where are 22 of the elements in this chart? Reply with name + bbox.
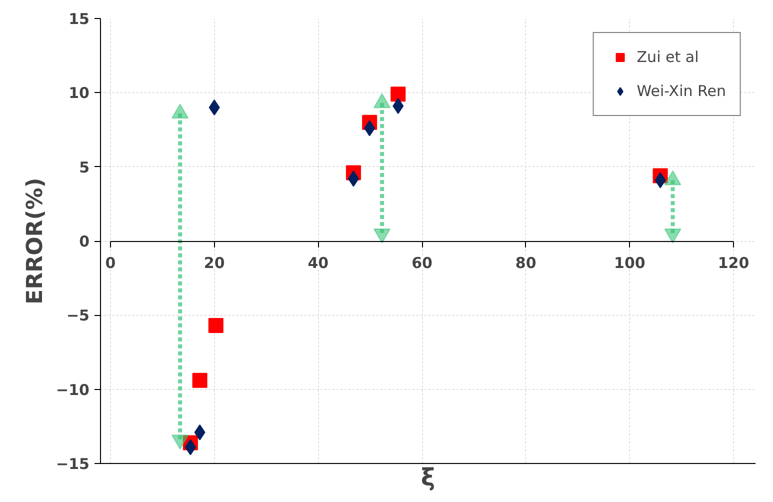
x-tick-label: 60 [412, 254, 432, 272]
x-tick-label: 120 [718, 254, 750, 272]
y-tick-label: 5 [79, 158, 90, 176]
y-tick-label: −5 [66, 306, 90, 325]
x-tick-label: 100 [614, 254, 646, 272]
x-tick-label: 20 [204, 254, 225, 272]
y-axis-title: ERROR(%) [23, 178, 48, 304]
point [208, 318, 224, 334]
x-tick-label: 0 [105, 254, 116, 272]
legend-label: Zui et al [636, 48, 699, 66]
x-axis-title: ξ [420, 464, 436, 492]
point [390, 86, 406, 102]
x-tick-label: 80 [515, 254, 536, 272]
y-tick-label: 15 [68, 10, 90, 28]
x-tick-label: 40 [308, 254, 329, 272]
legend-label: Wei-Xin Ren [636, 82, 726, 100]
point [192, 372, 208, 388]
y-tick-label: −15 [56, 455, 90, 473]
y-tick-label: 0 [79, 232, 90, 250]
y-tick-label: −10 [56, 380, 90, 399]
y-tick-label: 10 [68, 84, 90, 102]
point [208, 100, 220, 116]
